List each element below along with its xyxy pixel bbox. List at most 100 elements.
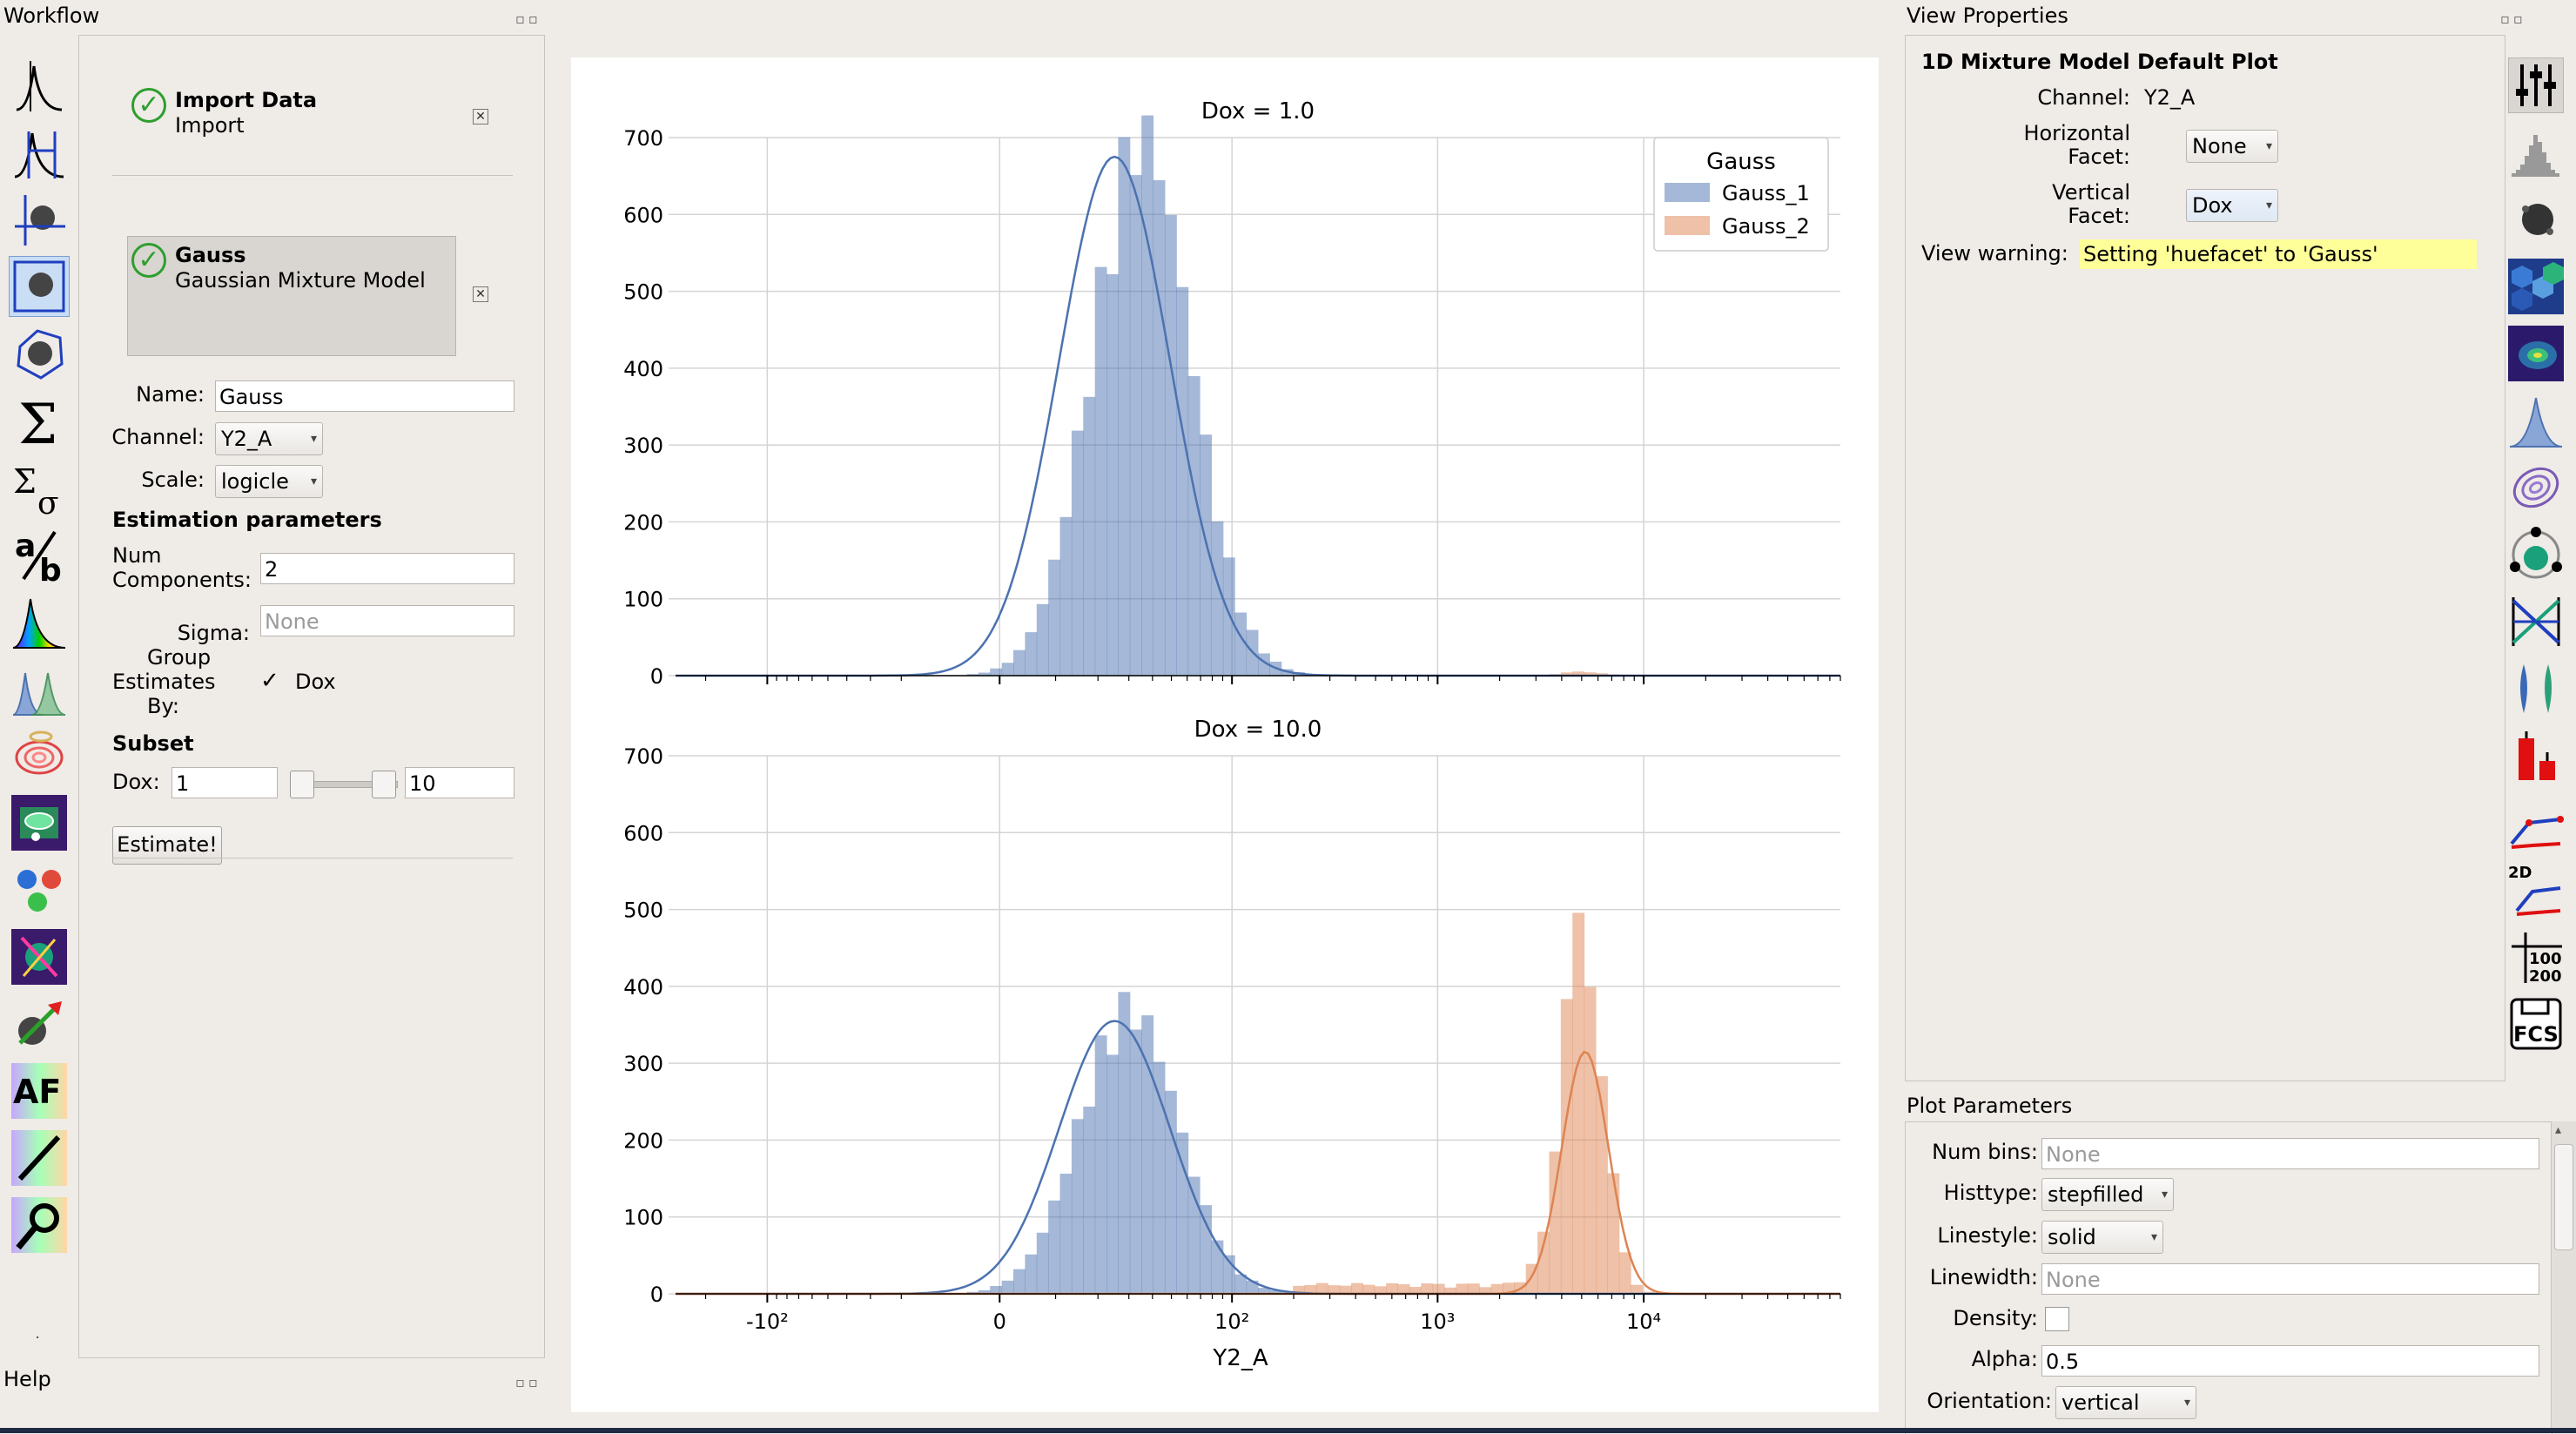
violin-icon[interactable]: [2505, 658, 2566, 719]
hexbin-icon[interactable]: [2505, 256, 2566, 317]
gaussian-icon[interactable]: [9, 658, 70, 719]
color-cluster-icon[interactable]: [9, 859, 70, 920]
y-tick-label: 600: [623, 203, 663, 227]
stats-1d-icon[interactable]: [2505, 792, 2566, 853]
estimate-button[interactable]: Estimate!: [112, 826, 222, 865]
range-icon[interactable]: [9, 189, 70, 250]
histogram-bar-gauss_1: [966, 674, 979, 676]
density-label: Density:: [1953, 1306, 2038, 1330]
histogram-bar-gauss_1: [1164, 214, 1177, 676]
scatterplot-icon[interactable]: [2505, 189, 2566, 250]
help-dock-buttons[interactable]: ▫▫: [515, 1374, 541, 1390]
histogram-bar-gauss_2: [1560, 999, 1573, 1294]
kde-2d-icon[interactable]: [2505, 457, 2566, 518]
y-tick-label: 600: [623, 821, 663, 845]
toolbar-overflow-icon[interactable]: ⠂: [35, 1332, 44, 1346]
svg-text:b: b: [39, 553, 62, 582]
autofluorescence-icon[interactable]: AF: [9, 1060, 70, 1121]
x-tick-label: -10²: [746, 1309, 789, 1334]
radviz-icon[interactable]: [2505, 524, 2566, 585]
scale-select-value: logicle: [221, 469, 289, 494]
workflow-dock-buttons[interactable]: ▫▫: [515, 10, 541, 27]
import-icon[interactable]: [9, 55, 70, 116]
num-bins-input[interactable]: None: [2041, 1138, 2539, 1169]
stats-2d-icon[interactable]: 2D: [2505, 859, 2566, 920]
x-tick-label: 10³: [1420, 1309, 1455, 1334]
linestyle-value: solid: [2048, 1225, 2096, 1249]
chevron-down-icon: ▾: [2183, 1396, 2190, 1410]
num-components-input[interactable]: 2: [260, 553, 515, 584]
density-icon[interactable]: [9, 725, 70, 786]
histogram-bar-gauss_1: [990, 668, 1003, 676]
dox-slider-min-handle[interactable]: [290, 771, 314, 798]
polygon-icon[interactable]: [9, 323, 70, 384]
name-input[interactable]: Gauss: [215, 380, 515, 412]
chevron-down-icon: ▾: [2161, 1188, 2168, 1202]
dox-slider-max-handle[interactable]: [372, 771, 396, 798]
bleedthrough-icon[interactable]: [9, 1128, 70, 1188]
view-heading: 1D Mixture Model Default Plot: [1921, 50, 2278, 74]
gauss-remove-icon[interactable]: ✕: [473, 286, 488, 302]
histogram-bar-gauss_2: [1351, 1283, 1363, 1294]
import-remove-icon[interactable]: ✕: [473, 109, 488, 125]
y-tick-label: 200: [623, 1128, 663, 1153]
histogram-bar-gauss_2: [1479, 1287, 1492, 1294]
group-dox-checkbox[interactable]: ✓: [260, 668, 279, 694]
scrollbar-thumb[interactable]: [2554, 1144, 2573, 1250]
scroll-up-icon[interactable]: ▴: [2555, 1123, 2562, 1137]
legend-label: Gauss_1: [1722, 181, 1810, 205]
dox-min-input[interactable]: 1: [172, 767, 278, 798]
export-fcs-icon[interactable]: FCS: [2505, 993, 2566, 1054]
histogram-bar-gauss_1: [1013, 1269, 1026, 1294]
cluster-icon[interactable]: [9, 792, 70, 853]
histogram-bar-gauss_2: [1409, 1287, 1422, 1294]
histogram-bar-gauss_1: [1001, 1280, 1014, 1294]
statistics-icon[interactable]: Σ: [9, 390, 70, 451]
horizontal-facet-select[interactable]: None ▾: [2186, 130, 2278, 163]
bead-calibration-icon[interactable]: [9, 1195, 70, 1256]
chevron-down-icon: ▾: [310, 475, 317, 488]
histogram-bar-gauss_2: [1304, 1284, 1317, 1294]
histogram-bar-gauss_2: [1328, 1285, 1341, 1294]
hfacet-label-2: Facet:: [2068, 145, 2130, 169]
density-checkbox[interactable]: [2045, 1307, 2069, 1331]
density-2d-icon[interactable]: [2505, 323, 2566, 384]
sigma-input[interactable]: None: [260, 605, 515, 636]
histogram-bar-gauss_1: [1211, 1240, 1224, 1294]
orientation-select[interactable]: vertical ▾: [2055, 1386, 2196, 1419]
histogram-bar-gauss_1: [1118, 137, 1131, 676]
view-properties-dock-buttons[interactable]: ▫▫: [2500, 10, 2526, 27]
kde-1d-icon[interactable]: [2505, 390, 2566, 451]
threshold-icon[interactable]: [9, 122, 70, 183]
gauss-op-card[interactable]: [127, 236, 456, 356]
vertical-facet-select[interactable]: Dox ▾: [2186, 189, 2278, 222]
histogram-bar-gauss_1: [1176, 1132, 1189, 1294]
linestyle-select[interactable]: solid ▾: [2041, 1221, 2163, 1254]
histtype-select[interactable]: stepfilled ▾: [2041, 1178, 2174, 1211]
plot-parameters-scrollbar[interactable]: ▴: [2551, 1121, 2576, 1433]
histogram-bar-gauss_1: [1048, 1200, 1061, 1294]
histogram-bar-gauss_1: [1071, 430, 1084, 676]
table-icon[interactable]: 100 200: [2505, 926, 2566, 987]
histogram-icon[interactable]: [2505, 122, 2566, 183]
channel-select[interactable]: Y2_A ▾: [215, 422, 323, 455]
view-properties-icon[interactable]: [2505, 55, 2566, 116]
polygon-2d-icon[interactable]: [9, 256, 70, 317]
pca-icon[interactable]: [9, 926, 70, 987]
spectrum-icon[interactable]: [9, 591, 70, 652]
bar-chart-icon[interactable]: [2505, 725, 2566, 786]
linewidth-input[interactable]: None: [2041, 1263, 2539, 1295]
svg-text:Σ: Σ: [18, 393, 57, 448]
histogram-bar-gauss_1: [1001, 663, 1014, 676]
dox-max-input[interactable]: 10: [405, 767, 515, 798]
scale-select[interactable]: logicle ▾: [215, 465, 323, 498]
svg-text:FCS: FCS: [2513, 1022, 2559, 1047]
histogram-bar-gauss_1: [1083, 1106, 1096, 1294]
workflow-panel: ✓ Import Data Import ✕ ✓ Gauss Gaussian …: [78, 35, 545, 1358]
alpha-input[interactable]: 0.5: [2041, 1345, 2539, 1377]
vertical-facet-value: Dox: [2192, 193, 2233, 218]
parallel-coords-icon[interactable]: [2505, 591, 2566, 652]
arrow-cluster-icon[interactable]: [9, 993, 70, 1054]
